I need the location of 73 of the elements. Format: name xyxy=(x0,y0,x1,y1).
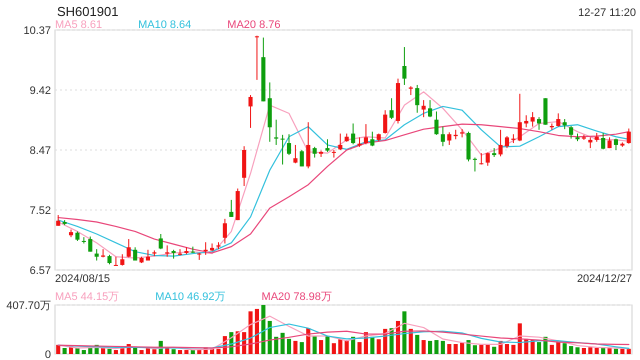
bar xyxy=(268,320,272,354)
bar xyxy=(370,336,374,354)
bar xyxy=(216,348,221,354)
text: 2024/12/27 xyxy=(576,273,632,285)
bar xyxy=(472,345,477,354)
bar xyxy=(428,340,432,354)
bar xyxy=(626,348,631,354)
bar xyxy=(62,348,67,354)
bar xyxy=(56,344,60,354)
bar xyxy=(588,347,592,354)
bar xyxy=(422,340,426,354)
bar xyxy=(415,334,420,354)
bar xyxy=(594,348,599,354)
bar xyxy=(575,347,580,354)
bar xyxy=(344,340,349,354)
text: 12-27 11:20 xyxy=(578,7,636,19)
bar xyxy=(376,339,381,354)
text: MA10 46.92万 xyxy=(155,291,226,303)
bar xyxy=(114,350,118,354)
text: MA5 8.61 xyxy=(55,19,102,31)
bar xyxy=(286,338,292,354)
y-tick-label: 407.70万 xyxy=(6,300,51,312)
y-tick-label: 6.57 xyxy=(30,265,51,277)
bar xyxy=(357,342,362,354)
text: MA10 8.64 xyxy=(138,19,192,31)
bar xyxy=(82,350,86,354)
bar xyxy=(274,336,278,354)
bar xyxy=(300,342,304,354)
text: MA20 8.76 xyxy=(227,19,280,31)
bar xyxy=(140,350,144,354)
chart-title: SH601901 xyxy=(57,4,118,19)
bar xyxy=(556,342,560,354)
bar xyxy=(184,350,188,354)
text: 2024/08/15 xyxy=(55,273,110,285)
bar xyxy=(550,344,554,354)
bar xyxy=(107,348,112,354)
bar xyxy=(569,346,574,354)
text: MA20 78.98万 xyxy=(262,291,332,303)
bar xyxy=(133,348,138,354)
line-series xyxy=(58,330,630,349)
y-tick-label: 8.47 xyxy=(30,145,51,157)
y-tick-label: 10.37 xyxy=(23,25,51,37)
y-tick-label: 7.52 xyxy=(30,205,51,217)
bar xyxy=(338,339,342,354)
bar xyxy=(261,305,266,354)
bar xyxy=(178,350,182,354)
bar xyxy=(460,342,464,354)
bar xyxy=(152,349,156,354)
y-tick-label: 0 xyxy=(44,349,51,360)
bar xyxy=(319,340,324,354)
bar xyxy=(280,332,285,354)
bar xyxy=(447,344,452,354)
bar xyxy=(454,344,458,354)
bar xyxy=(434,340,439,354)
bar xyxy=(511,344,516,354)
bar xyxy=(582,348,586,354)
bar xyxy=(536,342,542,354)
bar xyxy=(504,344,510,354)
text: MA5 44.15万 xyxy=(55,291,120,303)
bar xyxy=(479,344,484,354)
bar xyxy=(312,336,317,354)
y-tick-label: 9.42 xyxy=(30,85,51,97)
bar xyxy=(486,344,490,354)
bar xyxy=(614,348,618,354)
bar xyxy=(197,350,202,354)
bar xyxy=(325,336,330,354)
bar xyxy=(492,346,496,354)
bar xyxy=(620,348,624,354)
bar xyxy=(293,340,298,354)
bar xyxy=(440,340,445,354)
bar xyxy=(172,349,176,354)
bar xyxy=(562,343,567,354)
bar xyxy=(332,343,336,354)
